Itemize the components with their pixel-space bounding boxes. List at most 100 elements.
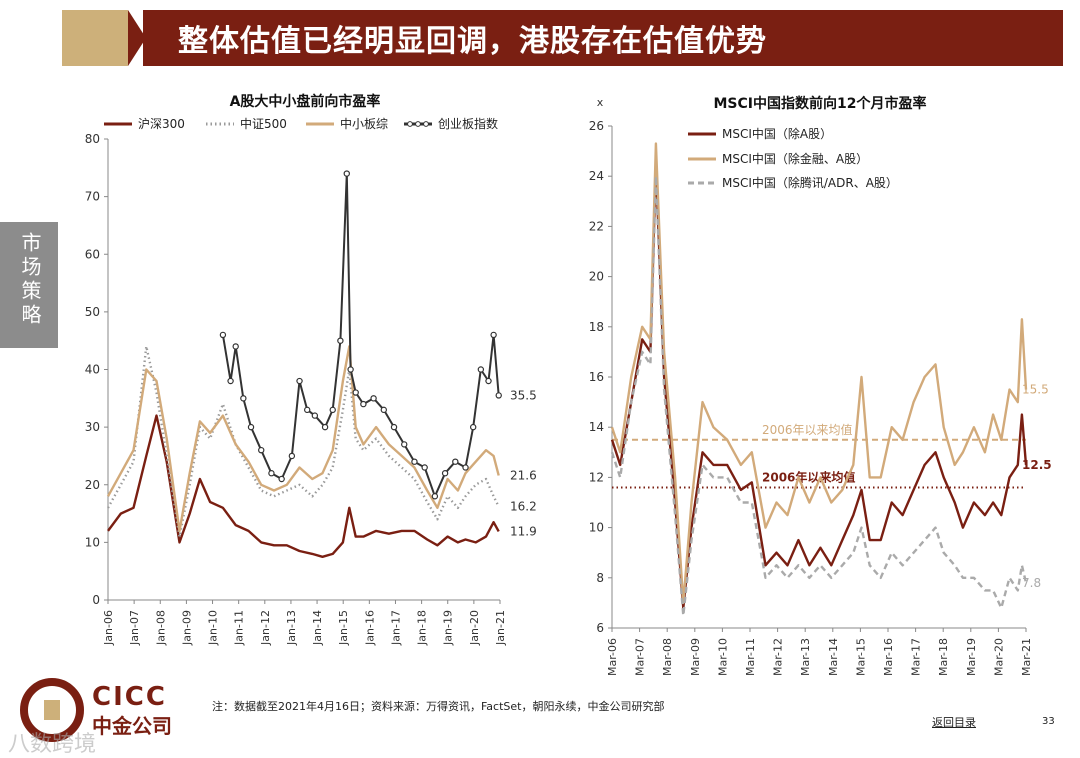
series-line-3 xyxy=(610,174,1028,617)
x-tick-label: Mar-15 xyxy=(854,638,867,676)
x-tick-label: Jan-16 xyxy=(363,610,376,646)
y-tick-label: 20 xyxy=(589,270,604,284)
x-tick-label: Mar-07 xyxy=(634,638,647,676)
series-point xyxy=(321,423,329,431)
series-end-label: 35.5 xyxy=(510,388,537,402)
series-line-1 xyxy=(610,162,1028,610)
x-tick-label: Jan-06 xyxy=(102,610,115,646)
series-point xyxy=(337,337,344,344)
x-tick-label: Mar-14 xyxy=(827,638,840,676)
series-point xyxy=(227,377,234,385)
x-tick-label: Jan-07 xyxy=(128,610,141,646)
x-tick-label: Jan-19 xyxy=(442,610,455,646)
series-point xyxy=(411,458,418,465)
legend-swatch-marker xyxy=(415,121,421,127)
back-to-contents-link[interactable]: 返回目录 xyxy=(932,716,976,729)
x-tick-label: Jan-11 xyxy=(233,610,246,646)
series-point xyxy=(303,406,311,414)
legend-label: 创业板指数 xyxy=(438,116,498,131)
source-note: 注：数据截至2021年4月16日；资料来源：万得资讯，FactSet，朝阳永续，… xyxy=(212,700,665,713)
series-point xyxy=(431,493,439,500)
x-tick-label: Mar-12 xyxy=(772,638,785,676)
x-tick-label: Jan-13 xyxy=(285,610,298,646)
x-tick-label: Mar-16 xyxy=(882,638,895,676)
series-end-label: 7.8 xyxy=(1022,576,1041,590)
watermark: 八数跨境 xyxy=(8,732,97,757)
series-end-label: 11.9 xyxy=(510,524,537,538)
series-point xyxy=(296,377,303,385)
title-accent-block xyxy=(62,10,128,66)
mean-reference-label: 2006年以来均值 xyxy=(762,422,853,437)
legend-label: MSCI中国（除腾讯/ADR、A股） xyxy=(722,175,898,190)
mean-reference-label: 2006年以来均值 xyxy=(762,469,855,484)
x-tick-label: Mar-10 xyxy=(716,638,729,676)
y-tick-label: 80 xyxy=(85,132,100,146)
series-point xyxy=(347,366,354,373)
series-line-3 xyxy=(106,345,500,533)
series-point xyxy=(490,331,497,339)
series-point xyxy=(278,475,285,483)
series-point xyxy=(421,464,428,471)
y-tick-label: 60 xyxy=(85,247,100,261)
series-line-2 xyxy=(610,142,1028,605)
y-tick-label: 8 xyxy=(596,571,604,585)
series-point xyxy=(380,406,388,414)
y-tick-label: 50 xyxy=(85,305,100,319)
series-point xyxy=(219,331,227,339)
side-section-tab[interactable]: 市场策略 xyxy=(0,222,58,348)
page-title: 整体估值已经明显回调，港股存在估值优势 xyxy=(178,24,767,59)
chart-title: A股大中小盘前向市盈率 xyxy=(230,93,381,110)
series-end-label: 15.5 xyxy=(1022,383,1049,397)
x-tick-label: Jan-09 xyxy=(180,610,193,646)
x-tick-label: Mar-21 xyxy=(1020,638,1033,676)
chart-msci-china-pe: MSCI中国指数前向12个月市盈率 6 8 10 12 14 16 18 20 22 24 26 x Ma… xyxy=(589,95,1052,676)
x-tick-label: Mar-17 xyxy=(910,638,923,676)
series-point xyxy=(240,395,247,402)
x-tick-label: Mar-09 xyxy=(689,638,702,676)
legend-label: MSCI中国（除A股） xyxy=(722,126,832,141)
series-point xyxy=(401,441,408,448)
y-tick-label: 22 xyxy=(589,219,604,233)
chart-title: MSCI中国指数前向12个月市盈率 xyxy=(714,95,927,112)
legend-label: 沪深300 xyxy=(138,117,185,131)
x-tick-label: Mar-13 xyxy=(799,638,812,676)
series-point xyxy=(329,406,336,414)
side-tab-label: 市场策略 xyxy=(18,232,42,328)
series-point xyxy=(343,170,350,177)
chart-a-share-pe: A股大中小盘前向市盈率 0 10 20 30 40 50 60 70 80 Jan-06 Jan-07… xyxy=(85,93,537,646)
series-point xyxy=(352,389,359,396)
cicc-logo: CICC 中金公司 xyxy=(20,676,210,742)
series-point xyxy=(390,423,398,431)
legend-label: 中小板综 xyxy=(340,116,388,131)
legend-label: MSCI中国（除金融、A股） xyxy=(722,151,868,166)
series-end-label: 16.2 xyxy=(510,500,537,514)
y-tick-label: 26 xyxy=(589,119,604,133)
x-tick-label: Jan-08 xyxy=(154,610,167,646)
title-bar xyxy=(143,10,1063,66)
y-tick-label: 14 xyxy=(589,420,604,434)
series-line-4 xyxy=(221,172,500,498)
x-tick-label: Jan-10 xyxy=(207,610,220,646)
series-end-label: 21.6 xyxy=(510,469,537,483)
y-tick-label: 18 xyxy=(589,320,604,334)
x-tick-label: Mar-06 xyxy=(606,638,619,676)
y-tick-label: 6 xyxy=(596,621,604,635)
y-tick-label: 20 xyxy=(85,478,100,492)
series-point xyxy=(370,395,377,402)
x-tick-label: Mar-11 xyxy=(744,638,757,676)
title-arrow-tip xyxy=(128,10,146,66)
series-point xyxy=(360,400,367,408)
y-tick-label: 70 xyxy=(85,190,100,204)
page-number: 33 xyxy=(1042,716,1055,727)
x-tick-label: Jan-20 xyxy=(468,610,481,646)
y-tick-label: 10 xyxy=(85,535,100,549)
series-line-1 xyxy=(107,414,500,558)
series-point xyxy=(462,464,469,471)
legend-label: 中证500 xyxy=(240,116,287,131)
series-point xyxy=(441,470,449,477)
x-tick-label: Jan-15 xyxy=(337,610,350,646)
x-tick-label: Mar-08 xyxy=(661,638,674,676)
logo-latin-text: CICC xyxy=(92,682,167,712)
y-tick-label: 10 xyxy=(589,521,604,535)
x-tick-label: Mar-19 xyxy=(965,638,978,676)
